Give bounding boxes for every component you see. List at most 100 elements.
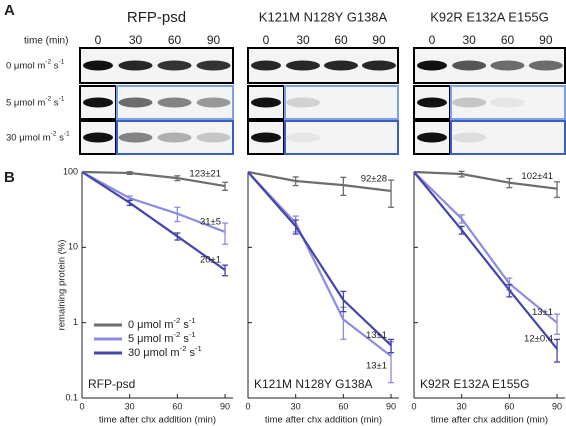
band — [251, 132, 281, 143]
band — [417, 60, 447, 71]
lane-label: 30 — [129, 33, 143, 47]
lane-label: 60 — [501, 33, 515, 47]
series-line — [81, 171, 226, 233]
error-bar — [554, 313, 561, 335]
lane-label: 60 — [168, 33, 182, 47]
blot-frame — [116, 120, 234, 155]
error-bar — [458, 214, 465, 224]
band — [157, 60, 192, 71]
superscript: -1 — [189, 330, 196, 339]
blot-frame — [284, 120, 399, 155]
series-annotation: 13±1 — [366, 361, 387, 372]
band — [490, 60, 525, 71]
series-annotation: 20±1 — [200, 255, 221, 266]
x-tick-label: 30 — [125, 401, 135, 411]
band — [196, 97, 231, 108]
series-annotation: 102±41 — [521, 171, 553, 182]
band — [362, 60, 396, 71]
error-bar — [222, 222, 229, 245]
lane-label: 90 — [539, 33, 553, 47]
series-line — [413, 171, 558, 350]
blot-header: K121M N128Y G138A — [259, 9, 388, 24]
superscript: -2 — [173, 316, 180, 325]
label-text: s — [56, 132, 64, 143]
band — [452, 97, 487, 108]
lane-label: 90 — [207, 33, 221, 47]
band — [251, 60, 281, 71]
panel-label: B — [4, 169, 15, 186]
series-annotation: 13±1 — [532, 307, 553, 318]
label-text: 30 μmol m — [128, 347, 180, 359]
error-bar — [388, 338, 395, 354]
y-tick-label: 1 — [73, 317, 78, 327]
blot-header: K92R E132A E155G — [430, 9, 549, 24]
x-tick-label: 60 — [172, 401, 182, 411]
band — [157, 132, 192, 143]
band — [490, 97, 525, 108]
legend-label: 0 μmol m-2 s-1 — [128, 316, 196, 331]
error-bar — [292, 176, 299, 187]
blot-frame — [413, 47, 566, 84]
band — [157, 97, 192, 108]
chart-label: K92R E132A E155G — [420, 377, 529, 391]
series-annotation: 92±28 — [361, 173, 387, 184]
superscript: -2 — [180, 344, 187, 353]
row-label: 5 μmol m-2 s-1 — [6, 96, 65, 108]
lane-label: 90 — [372, 33, 386, 47]
row-label: 0 μmol m-2 s-1 — [6, 59, 65, 71]
series-line — [81, 171, 226, 271]
error-bar — [174, 206, 181, 223]
label-text: s — [180, 333, 189, 345]
superscript: -1 — [59, 96, 65, 103]
error-bar — [174, 232, 181, 241]
x-tick-label: 60 — [338, 401, 348, 411]
band — [196, 60, 231, 71]
label-text: s — [51, 97, 59, 108]
superscript: -2 — [45, 96, 51, 103]
x-tick-label: 60 — [504, 401, 514, 411]
band — [196, 132, 231, 143]
band — [83, 132, 113, 143]
label-text: s — [180, 319, 189, 331]
blot-header: RFP-psd — [127, 9, 186, 26]
series-line — [413, 171, 558, 324]
series-line — [247, 171, 392, 347]
error-bar — [292, 219, 299, 235]
x-tick-label: 90 — [552, 401, 562, 411]
x-tick-label: 30 — [457, 401, 467, 411]
legend-label: 5 μmol m-2 s-1 — [128, 330, 196, 345]
x-axis-label: time after chx addition (min) — [431, 415, 548, 426]
lane-label: 30 — [296, 33, 310, 47]
error-bar — [506, 177, 513, 189]
blot-frame — [247, 47, 399, 84]
error-bar — [340, 176, 347, 196]
superscript: -1 — [59, 59, 65, 66]
x-axis-label: time after chx addition (min) — [99, 415, 216, 426]
superscript: -2 — [45, 59, 51, 66]
band — [251, 97, 281, 108]
band — [83, 97, 113, 108]
blot-frame — [450, 85, 566, 120]
label-text: 30 μmol m — [6, 132, 51, 143]
series-line — [247, 170, 392, 193]
lane-label: 30 — [462, 33, 476, 47]
series-annotation: 123±21 — [189, 169, 221, 180]
band — [324, 60, 358, 71]
band — [286, 132, 320, 143]
error-bar — [174, 175, 181, 182]
superscript: -1 — [195, 344, 202, 353]
error-bar — [126, 199, 133, 207]
error-bar — [388, 179, 395, 208]
error-bar — [222, 181, 229, 192]
lane-label: 0 — [263, 33, 270, 47]
x-tick-label: 0 — [79, 401, 84, 411]
superscript: -2 — [51, 131, 57, 138]
label-text: s — [186, 347, 195, 359]
y-axis-label: remaining protein (%) — [57, 240, 68, 331]
error-bar — [222, 264, 229, 277]
band — [452, 60, 487, 71]
legend-label: 30 μmol m-2 s-1 — [128, 344, 202, 359]
band — [118, 60, 153, 71]
band — [286, 97, 320, 108]
